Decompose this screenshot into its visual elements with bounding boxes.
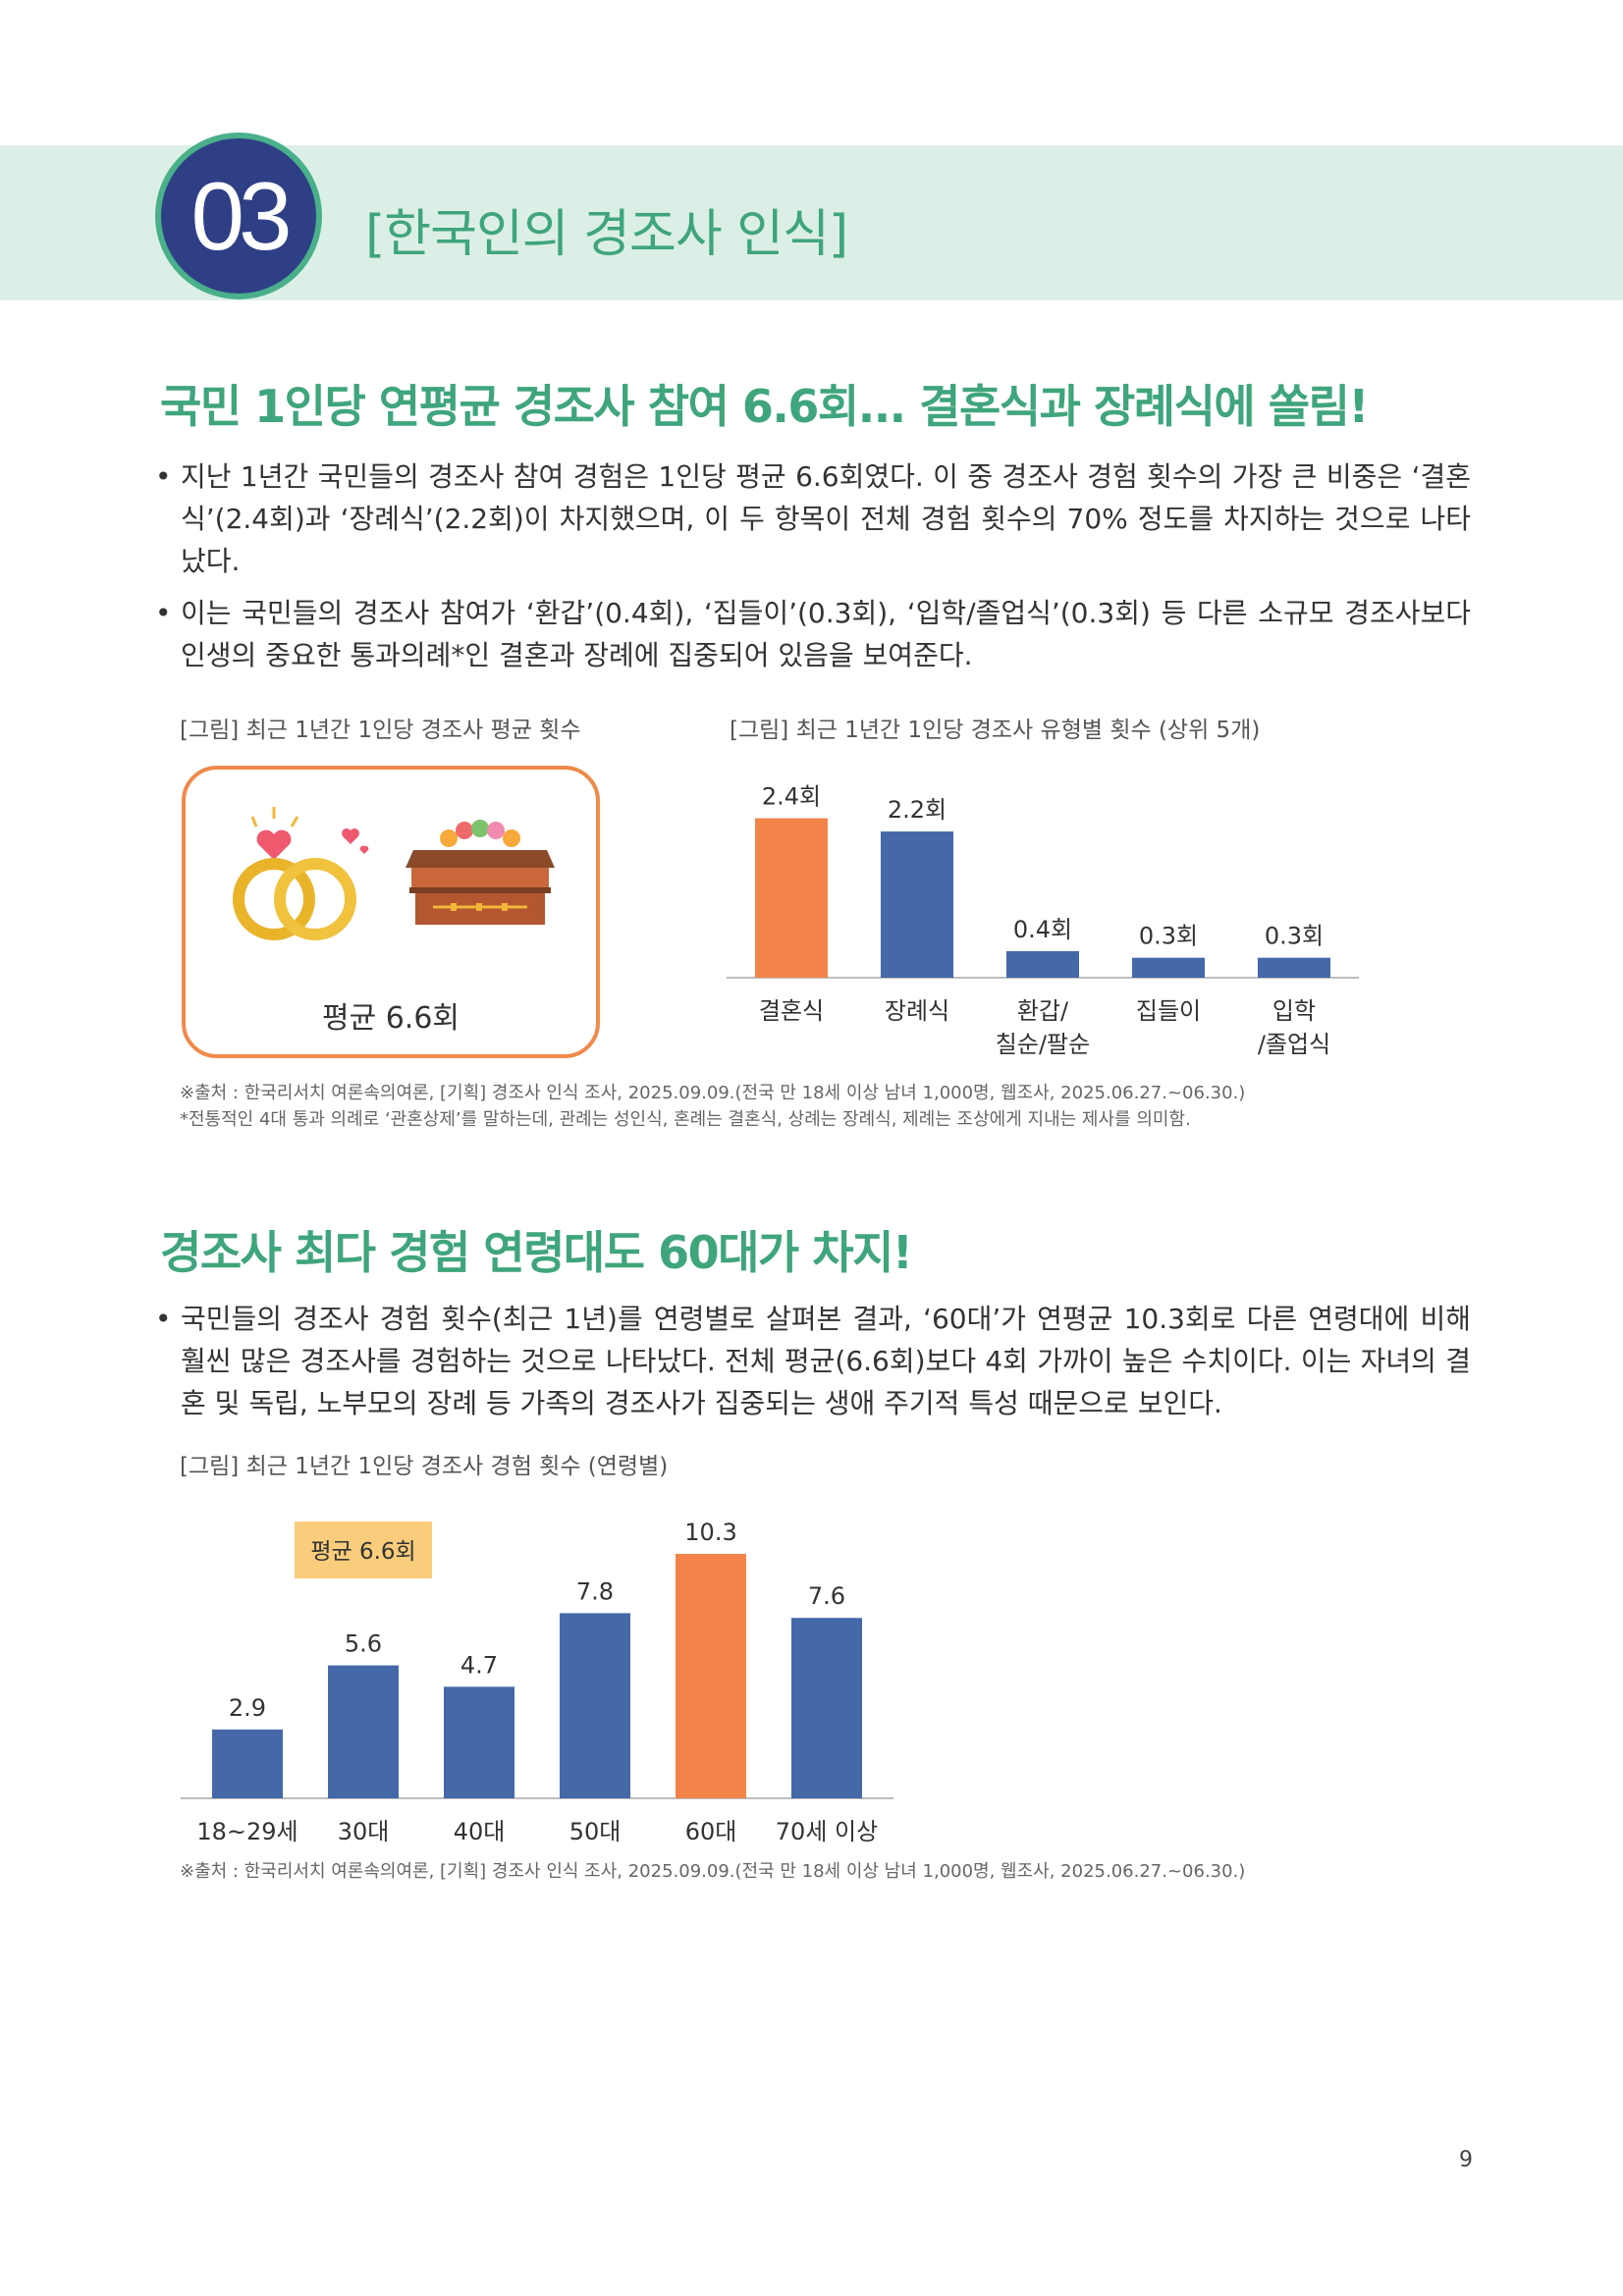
average-label-box xyxy=(295,1522,432,1578)
bullet-text: 이는 국민들의 경조사 참여가 ‘환갑’(0.4회), ‘집들이’(0.3회),… xyxy=(181,597,1471,671)
part2-heading: 경조사 최다 경험 연령대도 60대가 차지! xyxy=(160,1226,913,1279)
part1-bullet-1: • 지난 1년간 국민들의 경조사 참여 경험은 1인당 평균 6.6회였다. … xyxy=(155,455,1471,582)
data-label: 2.9 xyxy=(229,1694,266,1722)
bullet-text: 지난 1년간 국민들의 경조사 참여 경험은 1인당 평균 6.6회였다. 이 … xyxy=(181,460,1471,577)
part1-source: ※출처 : 한국리서치 여론속의여론, [기획] 경조사 인식 조사, 2025… xyxy=(180,1080,1245,1133)
section-title: [한국인의 경조사 인식] xyxy=(365,205,848,264)
category-label: 장례식 xyxy=(885,997,949,1025)
page-number: 9 xyxy=(1459,2148,1473,2172)
data-label: 0.4회 xyxy=(1013,916,1072,943)
category-label: 18~29세 xyxy=(196,1818,298,1845)
illustration xyxy=(233,807,555,940)
bar xyxy=(1132,957,1205,978)
data-label: 4.7 xyxy=(460,1651,498,1679)
fig2-caption: [그림] 최근 1년간 1인당 경조사 유형별 횟수 (상위 5개) xyxy=(730,718,1261,743)
bar xyxy=(444,1686,514,1798)
bullet-dot: • xyxy=(155,1303,172,1335)
average-label: 평균 6.6회 xyxy=(321,1001,460,1036)
part1-bullet-2: • 이는 국민들의 경조사 참여가 ‘환갑’(0.4회), ‘집들이’(0.3회… xyxy=(155,592,1471,676)
average-label: 평균 6.6회 xyxy=(310,1539,415,1565)
category-label: 입학 xyxy=(1272,997,1316,1025)
bar xyxy=(676,1553,746,1798)
coffin-icon xyxy=(406,820,555,925)
data-label: 7.8 xyxy=(576,1577,614,1605)
category-label: /졸업식 xyxy=(1258,1031,1330,1058)
part2-bullet-1: • 국민들의 경조사 경험 횟수(최근 1년)를 연령별로 살펴본 결과, ‘6… xyxy=(155,1298,1471,1424)
bullet-text: 국민들의 경조사 경험 횟수(최근 1년)를 연령별로 살펴본 결과, ‘60대… xyxy=(181,1303,1471,1419)
wedding-rings-icon xyxy=(233,807,369,940)
data-label: 0.3회 xyxy=(1139,923,1198,950)
bar xyxy=(1258,957,1330,978)
bar xyxy=(755,818,828,978)
part2-source: ※출처 : 한국리서치 여론속의여론, [기획] 경조사 인식 조사, 2025… xyxy=(180,1861,1246,1882)
bullet-dot: • xyxy=(155,460,172,493)
data-label: 7.6 xyxy=(808,1582,845,1610)
category-label: 70세 이상 xyxy=(776,1818,878,1845)
category-label: 집들이 xyxy=(1136,997,1201,1025)
data-label: 0.3회 xyxy=(1265,923,1324,950)
part1-heading: 국민 1인당 연평균 경조사 참여 6.6회... 결혼식과 장례식에 쏠림! xyxy=(160,380,1369,433)
bar xyxy=(560,1613,630,1798)
bar xyxy=(791,1618,862,1798)
bar xyxy=(881,831,953,978)
category-label: 칠순/팔순 xyxy=(996,1031,1090,1058)
data-label: 2.4회 xyxy=(762,783,821,811)
category-label: 60대 xyxy=(685,1818,737,1845)
bar xyxy=(328,1665,399,1798)
bar xyxy=(212,1729,283,1798)
data-label: 2.2회 xyxy=(888,796,947,824)
source-text: ※출처 : 한국리서치 여론속의여론, [기획] 경조사 인식 조사, 2025… xyxy=(180,1083,1246,1103)
bullet-dot: • xyxy=(155,597,172,629)
category-label: 50대 xyxy=(569,1818,622,1845)
category-label: 30대 xyxy=(338,1818,390,1845)
category-label: 40대 xyxy=(454,1818,506,1845)
data-label: 5.6 xyxy=(345,1630,382,1658)
section-number-badge: 03 xyxy=(155,133,322,299)
fig3-caption: [그림] 최근 1년간 1인당 경조사 경험 횟수 (연령별) xyxy=(180,1454,669,1479)
age-bar-chart: 2.9 18~29세 5.6 30대 4.7 40대 7.8 50대 10.3 60대 7.6 70세… xyxy=(181,1519,893,1845)
average-summary-box: 평균 6.6회 xyxy=(182,766,600,1058)
bar xyxy=(1006,950,1079,978)
fig1-caption: [그림] 최근 1년간 1인당 경조사 평균 횟수 xyxy=(180,718,581,743)
footnote-text: *전통적인 4대 통과 의례로 ‘관혼상제’를 말하는데, 관례는 성인식, 혼… xyxy=(180,1109,1191,1130)
data-label: 10.3 xyxy=(684,1519,736,1546)
category-label: 환갑/ xyxy=(1017,997,1069,1025)
category-label: 결혼식 xyxy=(759,997,824,1025)
